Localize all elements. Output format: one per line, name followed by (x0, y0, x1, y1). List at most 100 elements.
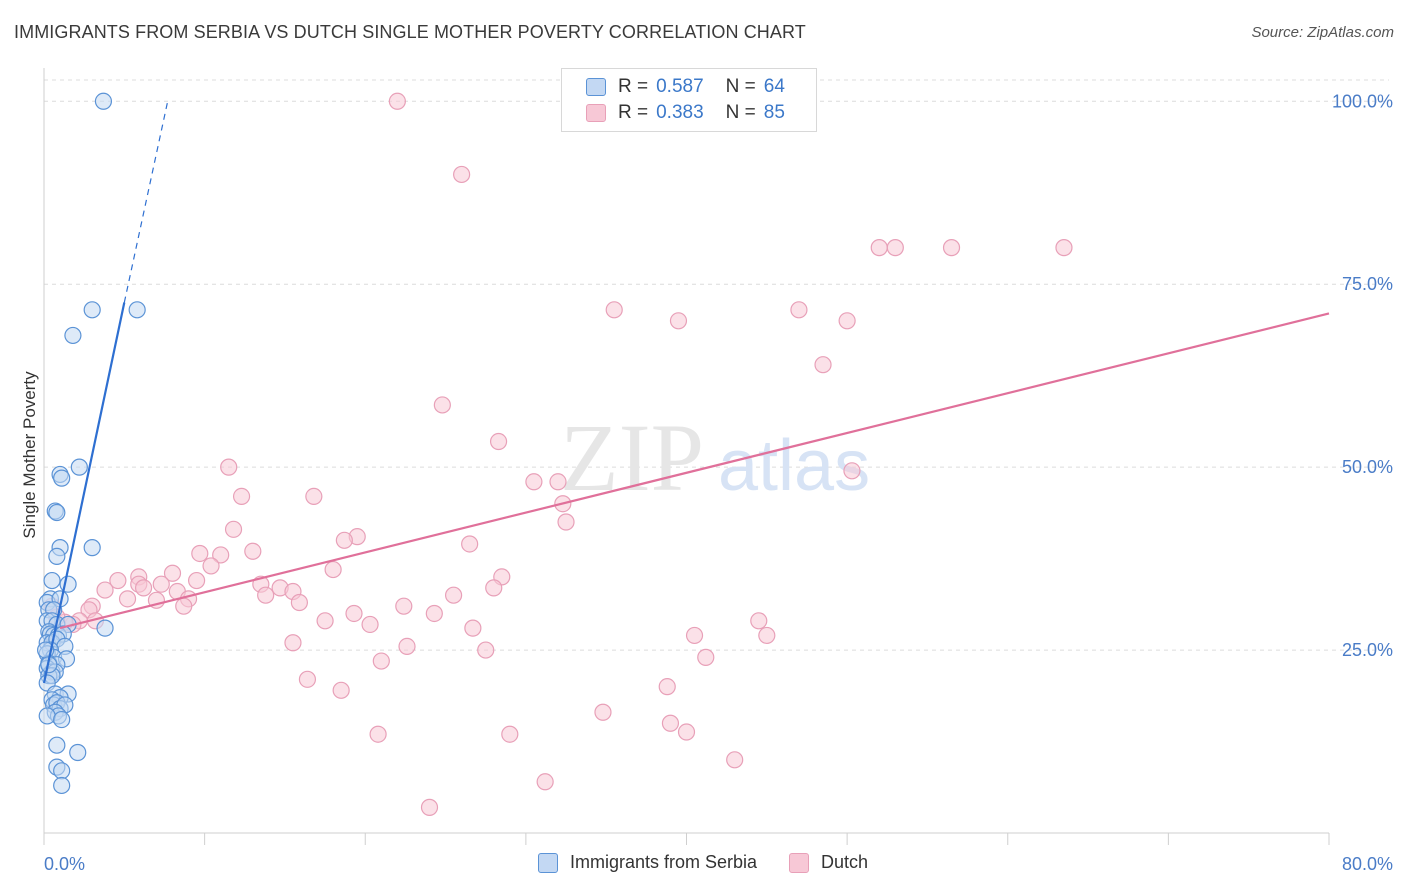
legend-item-dutch: Dutch (789, 852, 868, 873)
dutch-point (477, 641, 495, 659)
source-label: Source: ZipAtlas.com (1251, 24, 1394, 41)
serbia-trendline (42, 302, 126, 684)
watermark-atlas: atlas (718, 426, 870, 506)
serbia-point (70, 458, 88, 476)
serbia-point (83, 301, 101, 319)
serbia-point (59, 575, 77, 593)
series-legend: Immigrants from Serbia Dutch (0, 852, 1406, 873)
dutch-point (843, 462, 861, 480)
dutch-point (134, 579, 153, 597)
serbia-point (43, 571, 61, 590)
dutch-point (244, 542, 262, 560)
tick-labels: 25.0% 50.0% 75.0% 100.0% 0.0% 80.0% (44, 91, 1393, 874)
dutch-point (750, 612, 768, 630)
dutch-point (942, 239, 961, 257)
dutch-point (284, 634, 302, 652)
dutch-point (345, 604, 363, 623)
dutch-point (658, 678, 676, 696)
legend-n-value-serbia: 64 (763, 76, 785, 97)
dutch-point (388, 92, 406, 110)
y-tick-label: 50.0% (1342, 457, 1393, 477)
legend-row-dutch: R = 0.383 N = 85 (586, 101, 785, 125)
serbia-point (128, 301, 146, 319)
dutch-point (420, 798, 439, 816)
dutch-point (790, 301, 808, 319)
dutch-point (305, 487, 323, 506)
dutch-point (163, 564, 182, 582)
dutch-point (118, 590, 137, 608)
y-tick-label: 25.0% (1342, 640, 1393, 660)
dutch-point (758, 626, 776, 645)
legend-swatch-dutch-bottom (789, 852, 810, 873)
dutch-point (372, 652, 390, 670)
dutch-point (661, 714, 680, 732)
dutch-point (316, 612, 334, 630)
serbia-point (64, 326, 82, 345)
correlation-legend: R = 0.587 N = 64 R = 0.383 N = 85 (561, 68, 817, 132)
dutch-point (605, 301, 623, 319)
dutch-point (453, 165, 471, 184)
chart-title: IMMIGRANTS FROM SERBIA VS DUTCH SINGLE M… (14, 22, 806, 42)
dutch-points (43, 92, 1073, 816)
dutch-point (175, 597, 193, 615)
y-tick-label: 100.0% (1332, 91, 1393, 111)
serbia-point (94, 92, 113, 110)
legend-item-serbia: Immigrants from Serbia (537, 852, 758, 873)
dutch-point (536, 773, 554, 791)
legend-n-value-dutch: 85 (763, 102, 785, 123)
serbia-points (37, 92, 146, 795)
serbia-point (38, 707, 56, 725)
dutch-point (220, 458, 238, 476)
legend-label-dutch: Dutch (821, 852, 869, 872)
dutch-point (361, 615, 379, 634)
legend-n-label: N = (725, 102, 756, 123)
dutch-point (395, 597, 413, 615)
dutch-point (814, 356, 832, 374)
dutch-point (324, 560, 342, 579)
dutch-trendline (59, 312, 1330, 630)
dutch-point (870, 239, 888, 257)
legend-r-label: R = (618, 102, 649, 123)
serbia-point (96, 619, 114, 637)
legend-r-label: R = (618, 76, 649, 97)
legend-swatch-dutch (586, 104, 606, 122)
dutch-point (444, 586, 463, 604)
legend-row-serbia: R = 0.587 N = 64 (586, 75, 785, 99)
dutch-point (677, 723, 696, 741)
watermark: ZIP atlas (560, 404, 870, 511)
dutch-point (290, 593, 308, 612)
dutch-point (726, 751, 744, 769)
axes (43, 68, 1330, 845)
dutch-point (212, 546, 230, 564)
dutch-point (461, 535, 479, 553)
legend-r-value-dutch: 0.383 (656, 102, 704, 123)
dutch-point (191, 544, 209, 563)
dutch-point (549, 473, 567, 491)
dutch-point (464, 619, 482, 637)
dutch-point (557, 513, 575, 531)
dutch-point (685, 626, 704, 645)
serbia-point (53, 762, 71, 780)
dutch-point (525, 473, 543, 491)
dutch-point (425, 604, 443, 623)
serbia-point (69, 743, 87, 762)
dutch-point (202, 557, 220, 575)
serbia-point (83, 539, 101, 557)
trendlines (42, 101, 1330, 684)
dutch-point (187, 571, 206, 590)
serbia-trendline-extension (123, 101, 169, 303)
serbia-point (48, 547, 66, 566)
dutch-point (501, 725, 519, 743)
dutch-point (257, 586, 275, 604)
y-axis-label: Single Mother Poverty (20, 371, 39, 539)
legend-r-value-serbia: 0.587 (656, 76, 704, 97)
dutch-point (433, 396, 451, 414)
x-tick-label-min: 0.0% (44, 854, 85, 874)
dutch-point (335, 531, 353, 549)
dutch-point (152, 575, 170, 593)
legend-label-serbia: Immigrants from Serbia (569, 852, 758, 872)
dutch-point (669, 312, 688, 330)
serbia-point (53, 776, 71, 795)
dutch-point (109, 571, 127, 590)
